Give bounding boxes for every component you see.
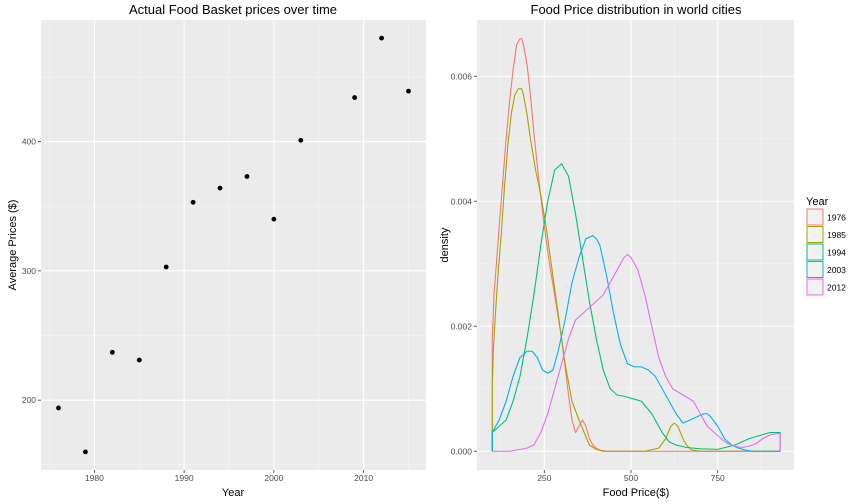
right-tick-label-y: 0.004	[451, 196, 473, 206]
left-ticks: 1980 1990 2000 2010 200 300 400	[22, 137, 374, 483]
data-point	[217, 185, 223, 191]
right-x-axis-title: Food Price($)	[603, 487, 670, 499]
legend-title: Year	[806, 196, 829, 208]
left-tick-label-y: 300	[22, 266, 36, 276]
right-ticks: 250 500 750 0.000 0.002 0.004 0.006	[451, 71, 725, 483]
left-y-axis-title: Average Prices ($)	[7, 200, 19, 291]
data-point	[136, 357, 142, 363]
data-point	[244, 174, 250, 179]
legend-label-1985: 1985	[827, 230, 846, 240]
left-tick-label-y: 200	[22, 395, 36, 405]
left-tick-label-x: 1990	[175, 473, 194, 483]
right-tick-label-x: 500	[624, 473, 638, 483]
legend-label-2003: 2003	[827, 265, 846, 275]
left-plot-background	[41, 20, 426, 470]
data-point	[163, 264, 169, 270]
legend: Year 1976 1985 1994 2003 2012	[806, 196, 846, 296]
right-tick-label-x: 250	[537, 473, 551, 483]
left-tick-label-x: 2010	[354, 473, 373, 483]
data-point	[379, 35, 384, 41]
legend-label-1976: 1976	[827, 213, 846, 223]
left-chart: 1980 1990 2000 2010 200 300 400 Actual Food Ba…	[7, 2, 426, 499]
left-tick-label-x: 2000	[264, 473, 283, 483]
left-x-axis-title: Year	[222, 487, 245, 499]
right-tick-label-y: 0.002	[451, 321, 473, 331]
left-tick-label-x: 1980	[85, 473, 104, 483]
left-gridlines	[41, 20, 426, 470]
right-y-axis-title: density	[439, 227, 451, 262]
data-point	[83, 449, 88, 455]
data-point	[298, 137, 304, 143]
density-line-1976	[491, 38, 781, 452]
right-gridlines	[477, 20, 794, 470]
right-chart-title: Food Price distribution in world cities	[531, 2, 742, 17]
right-chart: 250 500 750 0.000 0.002 0.004 0.006 Food Price…	[439, 2, 794, 499]
right-tick-label-y: 0.006	[451, 71, 473, 81]
left-points	[56, 35, 411, 455]
data-point	[271, 216, 277, 222]
legend-items: 1976 1985 1994 2003 2012	[806, 208, 846, 296]
data-point	[352, 95, 358, 100]
right-density-lines	[491, 38, 781, 452]
legend-key-1994	[806, 243, 824, 261]
legend-key-2003	[806, 261, 824, 278]
left-chart-title: Actual Food Basket prices over time	[129, 2, 337, 17]
right-tick-label-y: 0.000	[451, 446, 473, 456]
legend-label-1994: 1994	[827, 248, 846, 258]
legend-key-2012	[806, 278, 824, 296]
data-point	[109, 349, 115, 355]
legend-label-2012: 2012	[827, 283, 846, 293]
data-point	[190, 199, 196, 205]
left-tick-label-y: 400	[22, 137, 36, 147]
data-point	[406, 88, 411, 94]
data-point	[56, 405, 61, 411]
density-line-2012	[492, 253, 781, 452]
right-plot-background	[477, 20, 794, 470]
density-line-2003	[491, 235, 781, 452]
density-line-1994	[491, 163, 781, 452]
legend-key-1976	[806, 208, 824, 226]
legend-key-1985	[806, 226, 824, 243]
density-line-1985	[491, 88, 781, 452]
right-tick-label-x: 750	[711, 473, 725, 483]
